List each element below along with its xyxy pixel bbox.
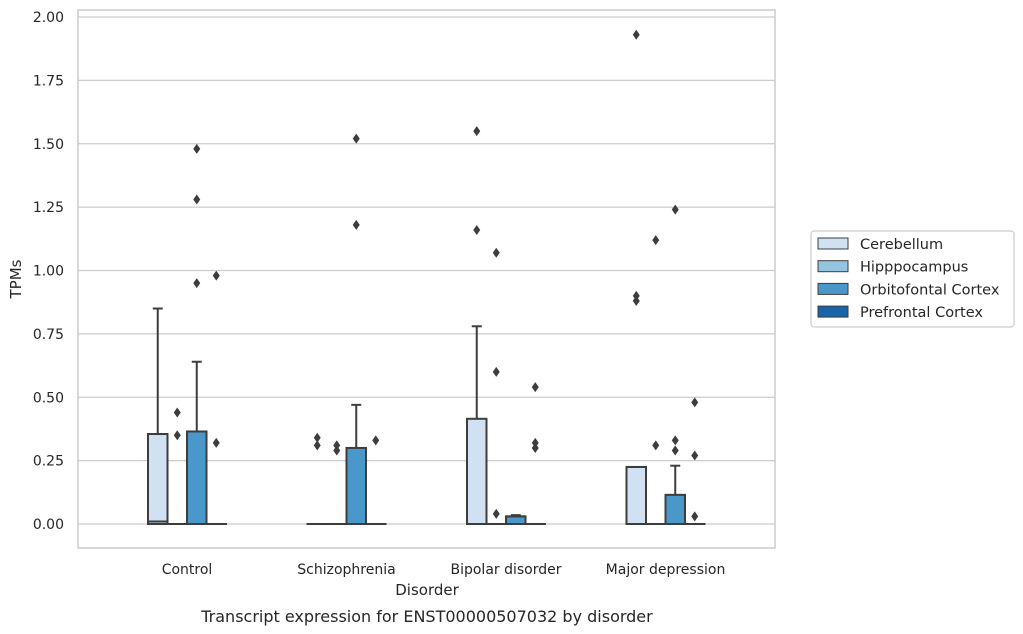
- outlier-point: [352, 219, 360, 230]
- x-tick-label: Major depression: [606, 562, 726, 578]
- box-groups: [147, 29, 706, 526]
- legend-label: Hipppocampus: [860, 260, 968, 276]
- outlier-point: [671, 445, 679, 456]
- box-group: [466, 126, 546, 526]
- outlier-point: [313, 440, 321, 451]
- grid-lines: [78, 16, 775, 525]
- legend-label: Orbitofontal Cortex: [860, 282, 1000, 298]
- outlier-point: [632, 295, 640, 306]
- y-tick-label: 0.00: [33, 517, 64, 533]
- x-tick-label: Schizophrenia: [297, 562, 395, 578]
- y-axis-title: TPMs: [7, 259, 25, 299]
- legend-label: Prefrontal Cortex: [860, 305, 983, 321]
- y-tick-labels: 0.00 0.25 0.50 0.75 1.00 1.25 1.50 1.75 2.00: [33, 10, 64, 533]
- outlier-point: [352, 133, 360, 144]
- outlier-point: [671, 435, 679, 446]
- outlier-point: [652, 440, 660, 451]
- y-tick-label: 0.75: [33, 327, 64, 343]
- box: [505, 515, 527, 526]
- x-tick-label: Control: [162, 562, 213, 578]
- box-group: [147, 143, 227, 526]
- outlier-point: [333, 445, 341, 456]
- box-group: [306, 133, 387, 526]
- box: [345, 446, 367, 526]
- outlier-point: [212, 270, 220, 281]
- y-tick-label: 1.50: [33, 137, 64, 153]
- legend-label: Cerebellum: [860, 237, 943, 253]
- outlier-point: [531, 382, 539, 393]
- outlier-point: [531, 442, 539, 453]
- outlier-point: [193, 143, 201, 154]
- outlier-point: [691, 450, 699, 461]
- x-axis-title: Disorder: [395, 581, 459, 599]
- y-tick-label: 0.50: [33, 390, 64, 406]
- y-tick-label: 1.00: [33, 264, 64, 280]
- box: [664, 493, 686, 526]
- outlier-point: [333, 440, 341, 451]
- box: [147, 433, 169, 526]
- outlier-point: [473, 224, 481, 235]
- outlier-point: [531, 437, 539, 448]
- outlier-point: [691, 397, 699, 408]
- outlier-point: [691, 511, 699, 522]
- chart-caption: Transcript expression for ENST0000050703…: [200, 607, 653, 626]
- outlier-point: [473, 126, 481, 137]
- outlier-point: [173, 430, 181, 441]
- x-tick-label: Bipolar disorder: [450, 562, 561, 578]
- y-tick-label: 0.25: [33, 454, 64, 470]
- outlier-point: [492, 366, 500, 377]
- outlier-point: [173, 407, 181, 418]
- outlier-point: [632, 290, 640, 301]
- legend-swatch: [817, 260, 849, 273]
- outlier-point: [313, 432, 321, 443]
- box: [186, 430, 208, 525]
- y-tick-label: 2.00: [33, 10, 64, 26]
- x-tick-labels: Control Schizophrenia Bipolar disorder Majo…: [162, 562, 726, 578]
- box: [466, 417, 488, 525]
- y-tick-label: 1.25: [33, 200, 64, 216]
- outlier-point: [671, 204, 679, 215]
- outlier-point: [492, 247, 500, 258]
- outlier-point: [492, 508, 500, 519]
- box: [625, 465, 647, 525]
- y-tick-label: 1.75: [33, 73, 64, 89]
- legend: Cerebellum Hipppocampus Orbitofontal Corte…: [810, 230, 1015, 328]
- outlier-point: [193, 278, 201, 289]
- legend-frame: [810, 230, 1015, 328]
- outlier-point: [632, 29, 640, 40]
- outlier-point: [193, 194, 201, 205]
- box-group: [625, 29, 706, 526]
- legend-swatch: [817, 237, 849, 250]
- legend-swatch: [817, 282, 849, 295]
- outlier-point: [372, 435, 380, 446]
- outlier-point: [652, 235, 660, 246]
- outlier-point: [212, 437, 220, 448]
- legend-swatch: [817, 305, 849, 318]
- plot-frame: [77, 9, 776, 549]
